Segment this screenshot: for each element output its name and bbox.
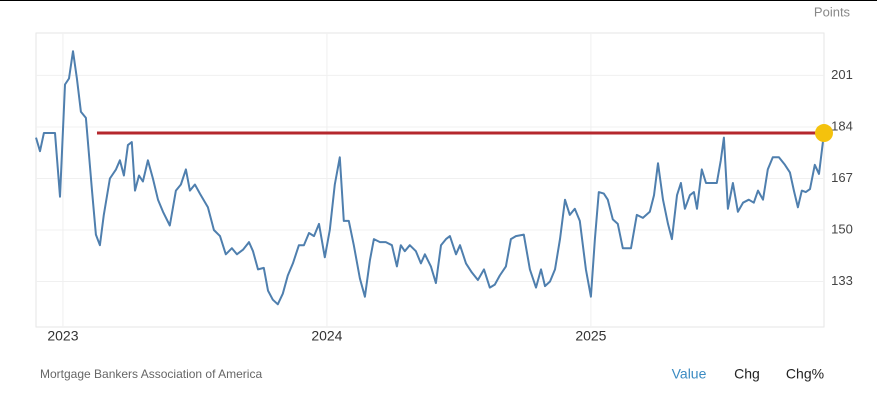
x-tick-label: 2025 [575, 328, 606, 344]
value-button[interactable]: Value [672, 366, 707, 382]
plot-frame [35, 32, 825, 328]
unit-label: Points [814, 4, 851, 19]
y-tick-label: 184 [831, 118, 853, 133]
y-tick-label: 133 [831, 273, 853, 288]
x-tick-label: 2023 [47, 328, 78, 344]
y-tick-label: 201 [831, 67, 853, 82]
source: Mortgage Bankers Association of America [40, 367, 262, 381]
last-point [815, 124, 833, 143]
x-tick-label: 2024 [311, 328, 342, 344]
data-line [35, 50, 825, 306]
y-tick-label: 167 [831, 170, 853, 185]
y-tick-label: 150 [831, 221, 853, 236]
chg-button[interactable]: Chg [734, 366, 760, 382]
chg-pct-button[interactable]: Chg% [786, 366, 824, 382]
